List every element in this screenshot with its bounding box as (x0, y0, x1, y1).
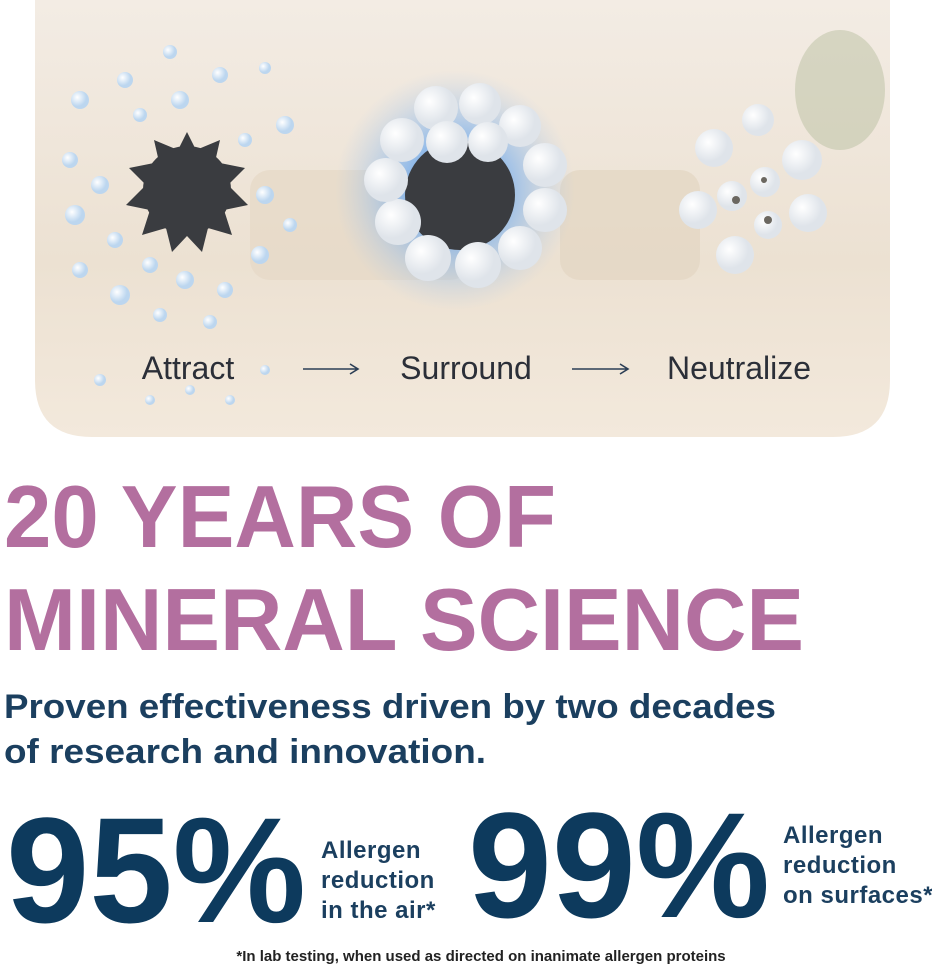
stat-label: in the air* (321, 897, 436, 924)
stat-label: Allergen (321, 837, 421, 864)
step-label: Surround (400, 350, 532, 386)
illustration: Attract Surround Neutralize (35, 0, 890, 437)
stat-label: on surfaces* (783, 882, 932, 909)
subheading: of research and innovation. (4, 733, 486, 771)
stat-value: 99% (468, 781, 770, 949)
headline: 20 YEARS OF (4, 467, 556, 566)
stat-label: reduction (783, 852, 897, 879)
stat-label: reduction (321, 867, 435, 894)
stat-value: 95% (6, 786, 306, 954)
headline: MINERAL SCIENCE (4, 570, 804, 669)
step-label: Attract (142, 350, 235, 386)
stat-label: Allergen (783, 822, 883, 849)
footnote: *In lab testing, when used as directed o… (236, 948, 725, 965)
subheading: Proven effectiveness driven by two decad… (4, 688, 776, 726)
step-label: Neutralize (667, 350, 811, 386)
